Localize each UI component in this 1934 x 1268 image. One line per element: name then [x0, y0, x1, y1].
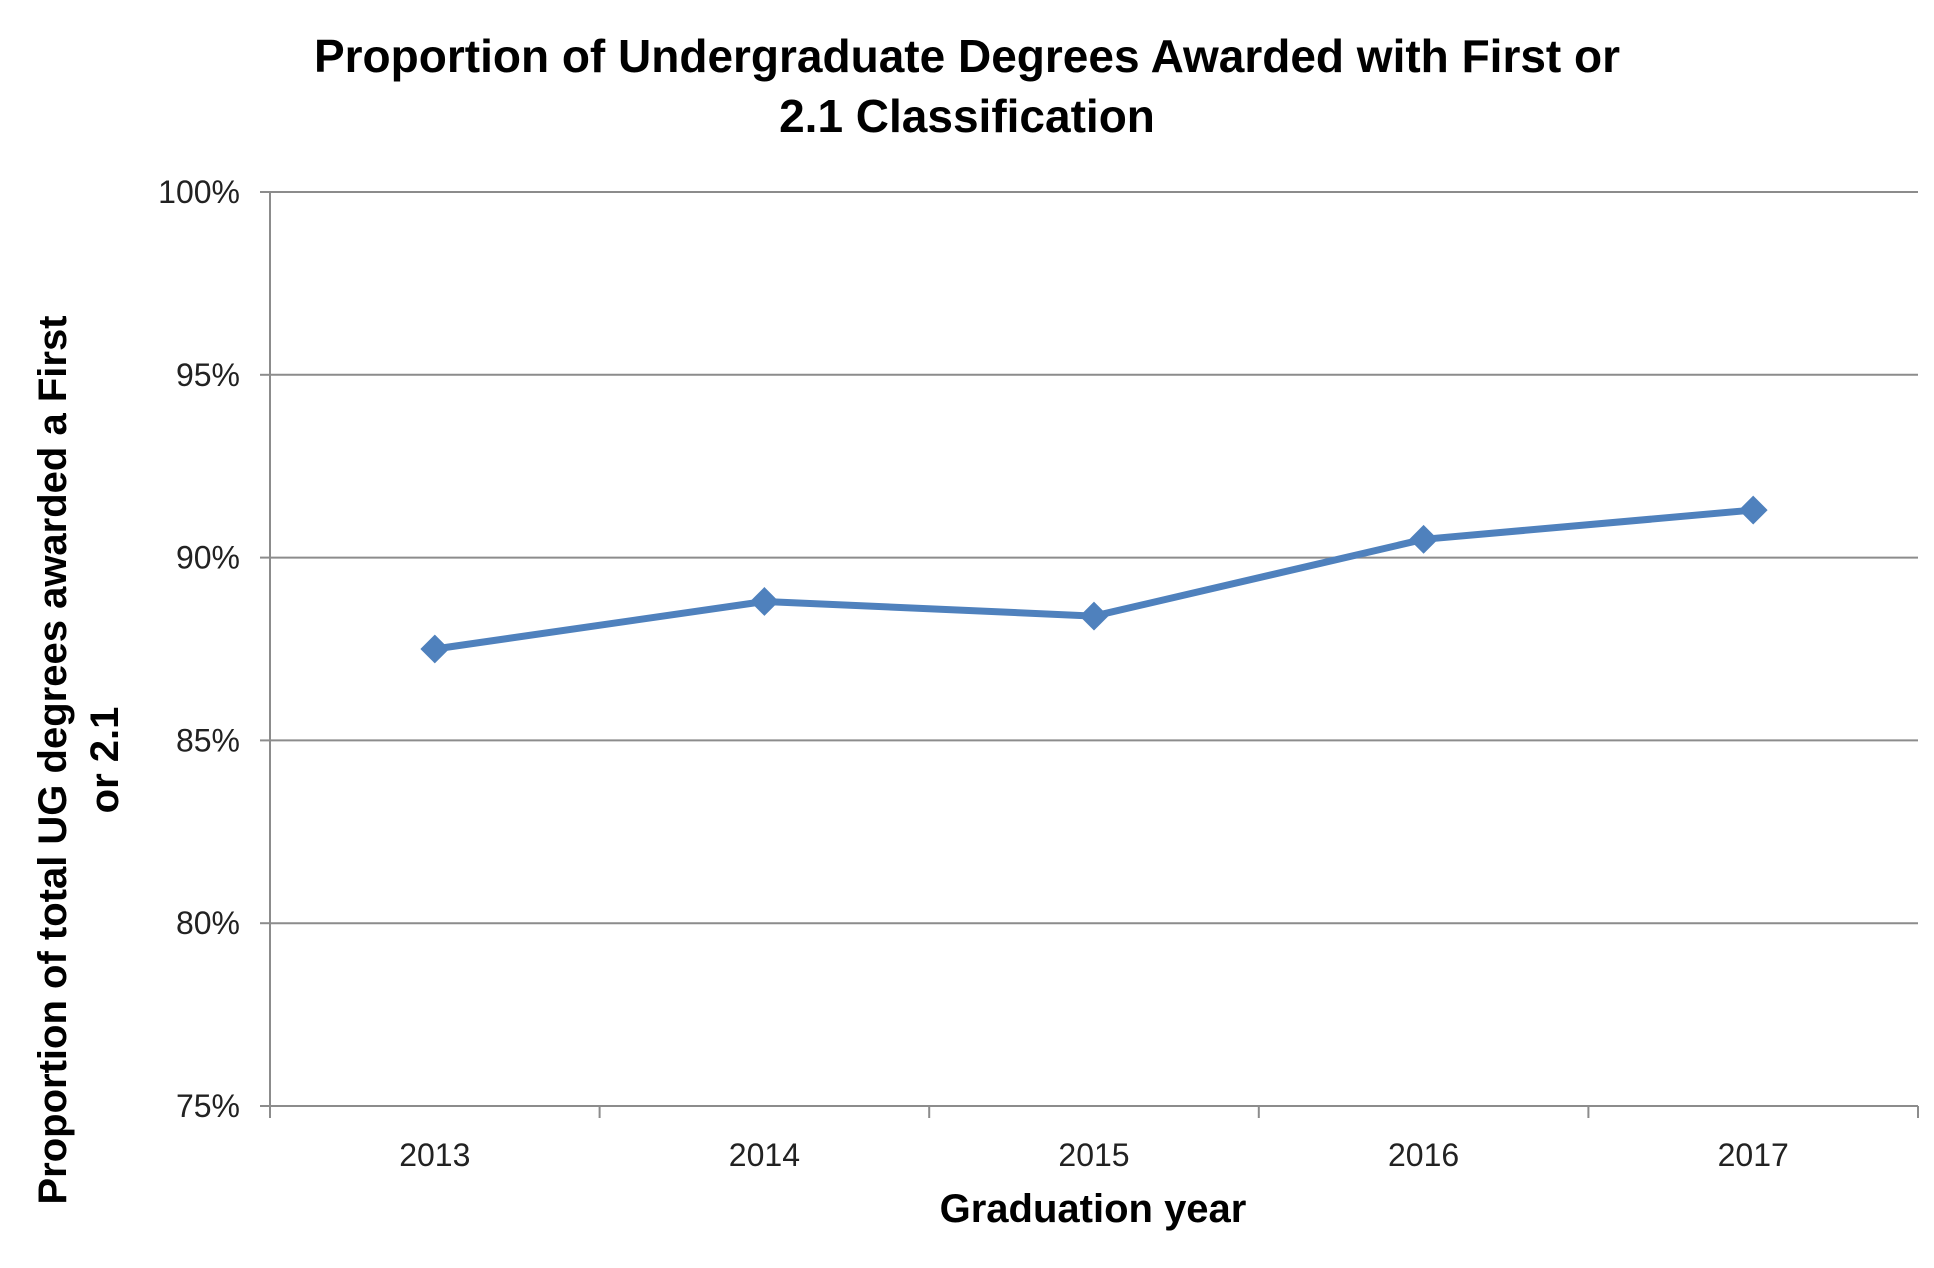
y-axis-title-line-2: or 2.1	[83, 707, 127, 814]
data-point-marker	[749, 587, 779, 616]
x-tick-label: 2017	[1718, 1137, 1789, 1173]
y-tick-label: 95%	[176, 357, 240, 393]
y-axis-title-line-1: Proportion of total UG degrees awarded a…	[31, 315, 75, 1204]
data-point-marker	[1738, 495, 1768, 525]
y-tick-label: 85%	[176, 722, 240, 758]
x-tick-labels: 2013 2014 2015 2016 2017	[399, 1137, 1789, 1173]
x-tick-label: 2013	[399, 1137, 470, 1173]
data-point-marker	[1409, 524, 1439, 554]
x-axis-title: Graduation year	[940, 1187, 1247, 1231]
chart-title-line-1: Proportion of Undergraduate Degrees Awar…	[314, 30, 1620, 82]
x-tick-label: 2016	[1388, 1137, 1459, 1173]
y-tick-label: 80%	[176, 905, 240, 941]
y-axis-title: Proportion of total UG degrees awarded a…	[31, 315, 127, 1204]
series-layer	[420, 495, 1768, 664]
axes	[260, 191, 1919, 1118]
chart-title-line-2: 2.1 Classification	[779, 90, 1155, 142]
x-tick-label: 2015	[1058, 1137, 1129, 1173]
x-tick-label: 2014	[729, 1137, 800, 1173]
y-tick-label: 75%	[176, 1088, 240, 1124]
gridlines	[270, 191, 1918, 925]
y-tick-labels: 75% 80% 85% 90% 95% 100%	[158, 174, 240, 1124]
data-point-marker	[420, 634, 450, 664]
y-tick-label: 100%	[158, 174, 240, 210]
data-point-marker	[1079, 601, 1109, 631]
y-tick-label: 90%	[176, 540, 240, 576]
